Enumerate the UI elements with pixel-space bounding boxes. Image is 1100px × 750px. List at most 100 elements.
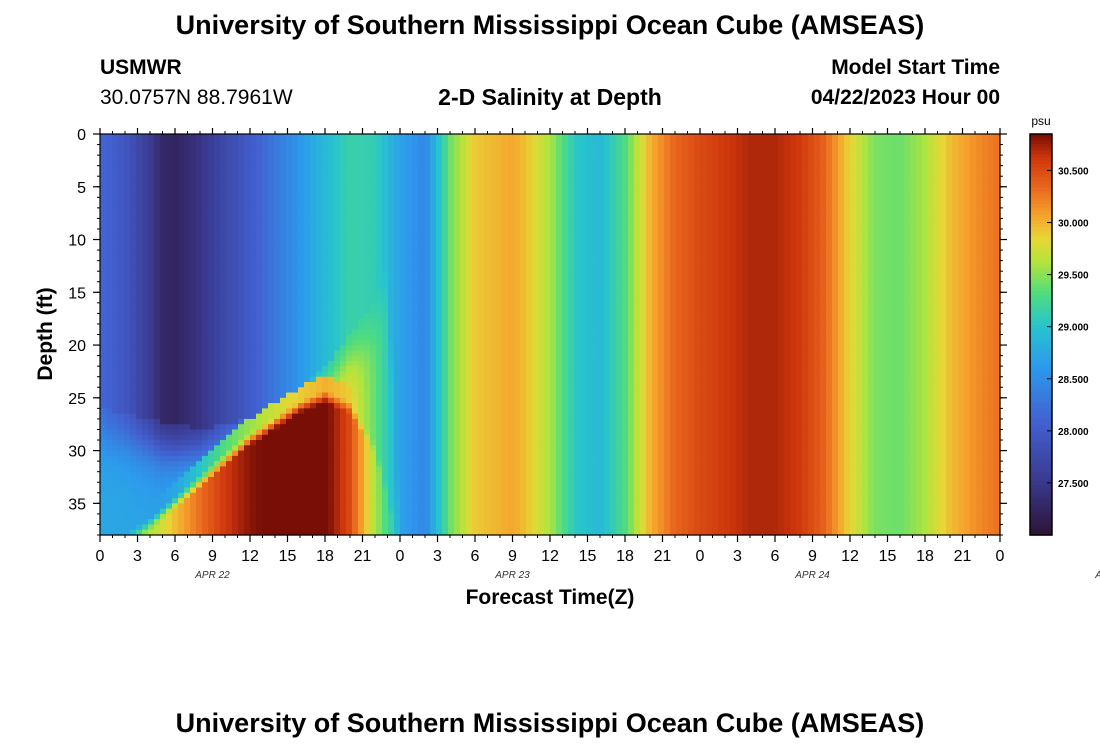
heatmap-cell xyxy=(118,440,125,446)
heatmap-cell xyxy=(226,424,233,431)
heatmap-cell xyxy=(274,292,281,299)
heatmap-cell xyxy=(448,318,455,325)
heatmap-cell xyxy=(400,239,407,246)
heatmap-cell xyxy=(382,466,389,473)
heatmap-cell xyxy=(472,139,479,146)
heatmap-cell xyxy=(364,186,371,193)
heatmap-cell xyxy=(388,260,395,267)
heatmap-cell xyxy=(178,160,185,167)
heatmap-cell xyxy=(406,313,413,320)
heatmap-cell xyxy=(172,366,179,373)
heatmap-cell xyxy=(298,392,305,399)
heatmap-cell xyxy=(484,144,491,151)
heatmap-cell xyxy=(454,418,461,425)
heatmap-cell xyxy=(160,476,167,483)
heatmap-cell xyxy=(196,144,203,151)
heatmap-cell xyxy=(454,170,461,177)
heatmap-cell xyxy=(340,213,347,220)
heatmap-cell xyxy=(136,397,143,404)
heatmap-cell xyxy=(190,376,197,383)
heatmap-cell xyxy=(340,471,347,478)
heatmap-cell xyxy=(316,186,323,193)
heatmap-cell xyxy=(238,434,245,441)
heatmap-cell xyxy=(490,192,497,198)
heatmap-cell xyxy=(454,397,461,404)
heatmap-cell xyxy=(238,260,245,267)
heatmap-cell xyxy=(112,181,119,188)
heatmap-cell xyxy=(190,207,197,214)
heatmap-cell xyxy=(394,176,401,183)
heatmap-cell xyxy=(244,313,251,320)
heatmap-cell xyxy=(250,265,257,272)
heatmap-cell xyxy=(430,487,437,494)
heatmap-cell xyxy=(460,176,467,183)
heatmap-cell xyxy=(112,292,119,299)
heatmap-cell xyxy=(268,213,275,220)
heatmap-cell xyxy=(394,360,401,367)
heatmap-cell xyxy=(328,260,335,267)
heatmap-cell xyxy=(370,487,377,494)
heatmap-cell xyxy=(490,255,497,262)
heatmap-cell xyxy=(484,429,491,436)
heatmap-cell xyxy=(292,334,299,341)
heatmap-cell xyxy=(442,292,449,299)
heatmap-cell xyxy=(322,228,329,235)
heatmap-cell xyxy=(178,471,185,478)
heatmap-cell xyxy=(190,260,197,267)
heatmap-cell xyxy=(328,192,335,198)
heatmap-cell xyxy=(382,339,389,346)
heatmap-cell xyxy=(202,376,209,383)
heatmap-cell xyxy=(184,471,191,478)
heatmap-cell xyxy=(322,440,329,446)
heatmap-cell xyxy=(304,482,311,489)
heatmap-cell xyxy=(406,350,413,357)
heatmap-cell xyxy=(460,276,467,283)
heatmap-cell xyxy=(298,529,305,536)
heatmap-cell xyxy=(322,202,329,209)
heatmap-cell xyxy=(388,455,395,462)
heatmap-cell xyxy=(100,487,107,494)
heatmap-cell xyxy=(202,529,209,536)
heatmap-cell xyxy=(148,434,155,441)
heatmap-cell xyxy=(244,223,251,230)
heatmap-cell xyxy=(460,503,467,510)
heatmap-cell xyxy=(310,392,317,399)
heatmap-cell xyxy=(472,339,479,346)
heatmap-cell xyxy=(244,244,251,251)
heatmap-cell xyxy=(124,519,131,526)
heatmap-cell xyxy=(382,329,389,336)
heatmap-cell xyxy=(466,450,473,457)
heatmap-cell xyxy=(322,350,329,357)
heatmap-cell xyxy=(286,339,293,346)
heatmap-cell xyxy=(292,297,299,304)
heatmap-cell xyxy=(328,228,335,235)
heatmap-cell xyxy=(298,323,305,330)
heatmap-cell xyxy=(106,323,113,330)
heatmap-cell xyxy=(346,366,353,373)
heatmap-cell xyxy=(106,403,113,409)
heatmap-cell xyxy=(256,413,263,420)
heatmap-cell xyxy=(268,381,275,388)
heatmap-cell xyxy=(202,498,209,504)
heatmap-cell xyxy=(112,234,119,241)
heatmap-cell xyxy=(232,318,239,325)
heatmap-cell xyxy=(190,223,197,230)
heatmap-cell xyxy=(376,287,383,293)
heatmap-cell xyxy=(136,471,143,478)
heatmap-cell xyxy=(238,387,245,394)
heatmap-cell xyxy=(424,445,431,452)
heatmap-cell xyxy=(400,244,407,251)
heatmap-cell xyxy=(124,287,131,293)
heatmap-cell xyxy=(142,228,149,235)
heatmap-cell xyxy=(244,381,251,388)
heatmap-cell xyxy=(286,323,293,330)
heatmap-cell xyxy=(346,350,353,357)
heatmap-cell xyxy=(154,366,161,373)
heatmap-cell xyxy=(214,418,221,425)
heatmap-cell xyxy=(340,144,347,151)
heatmap-cell xyxy=(388,228,395,235)
heatmap-cell xyxy=(214,408,221,415)
heatmap-cell xyxy=(466,350,473,357)
heatmap-cell xyxy=(166,387,173,394)
heatmap-cell xyxy=(388,418,395,425)
